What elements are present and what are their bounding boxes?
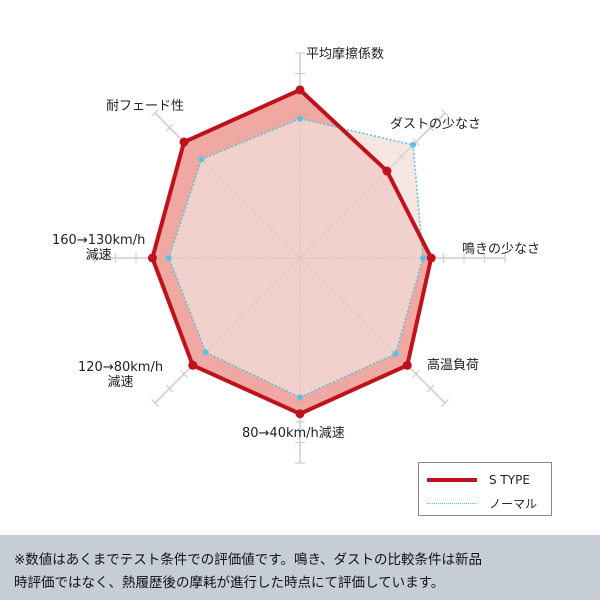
axis-label-high-temp: 高温負荷 [427,358,480,373]
axis-label-fade: 耐フェード性 [106,99,185,114]
series-normal-point-3 [392,350,399,357]
series-s-type-point-3 [402,360,412,370]
axis-tick-5-10 [151,398,160,407]
series-normal-point-0 [297,115,303,122]
axis-overlay-3 [299,257,446,404]
axis-overlay-5 [154,257,301,404]
series-s-type-point-5 [188,360,198,370]
series-normal-point-4 [297,394,303,401]
legend-item-s-type: S TYPE [427,473,530,487]
series-normal-point-1 [410,141,417,148]
series-s-type-point-6 [147,253,157,263]
axis-label-friction: 平均摩擦係数 [306,47,385,62]
series-normal-point-2 [420,255,426,261]
legend-swatch-s-type [427,478,477,482]
axis-tick-1-10 [440,109,449,118]
footnote-panel: ※数値はあくまでテスト条件での評価値です。鳴き、ダストの比較条件は新品 時評価で… [0,535,600,600]
legend-swatch-normal [427,503,477,504]
series-s-type-point-4 [295,409,305,419]
series-normal-line [167,117,424,399]
legend-label-normal: ノーマル [489,497,538,511]
footnote-line-2: 時評価ではなく、熱履歴後の摩耗が進行した時点にて評価しています。 [14,575,445,591]
legend-label-s-type: S TYPE [489,473,530,487]
axis-overlay-7 [154,112,301,259]
series-normal-point-6 [165,255,172,261]
series-normal-point-5 [202,349,209,356]
axis-label-dust: ダストの少なさ [390,117,482,132]
series-s-type-point-1 [382,166,392,176]
axis-label-noise: 鳴きの少なさ [462,242,541,257]
axis-label-80-40: 80→40km/h減速 [242,426,345,441]
series-normal-point-7 [198,156,205,163]
axis-overlay-1 [299,112,446,259]
series-s-type-point-0 [295,85,305,95]
series-s-type-point-2 [426,253,436,263]
radar-plot [94,52,506,464]
footnote-line-1: ※数値はあくまでテスト条件での評価値です。鳴き、ダストの比較条件は新品 [14,552,483,568]
axis-label-120-80: 120→80km/h 減速 [78,360,164,390]
series-s-type-point-7 [179,137,189,147]
axis-label-160-130: 160→130km/h 減速 [52,233,146,263]
legend-item-normal: ノーマル [427,495,537,512]
legend: S TYPE ノーマル [418,462,552,516]
axis-tick-3-10 [440,398,449,407]
radar-chart: 平均摩擦係数 ダストの少なさ 鳴きの少なさ 高温負荷 80→40km/h減速 1… [52,47,552,516]
